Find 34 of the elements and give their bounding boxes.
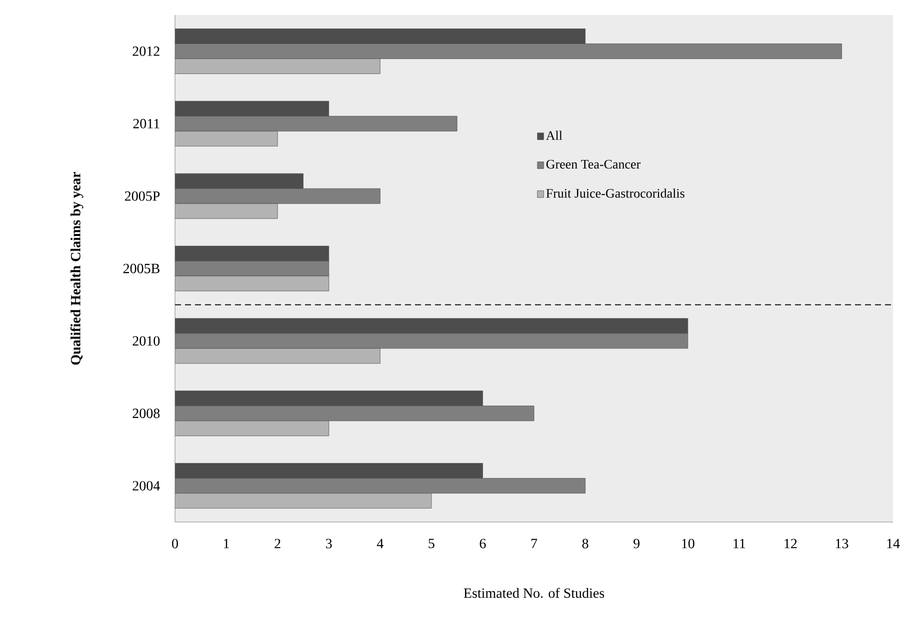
y-tick-label: 2010 bbox=[132, 336, 160, 346]
bar bbox=[175, 420, 330, 436]
x-tick-label: 0 bbox=[172, 538, 178, 548]
y-tick-label: 2005B bbox=[123, 264, 160, 274]
bar bbox=[175, 203, 278, 219]
x-tick-label: 6 bbox=[480, 538, 486, 548]
bar bbox=[175, 493, 432, 508]
bar bbox=[175, 130, 278, 146]
x-tick-label: 11 bbox=[734, 538, 746, 548]
x-tick-label: 10 bbox=[682, 538, 694, 548]
x-tick-label: 7 bbox=[531, 538, 538, 548]
y-axis-title: Qualified Health Claims by year bbox=[70, 172, 84, 365]
y-tick-label: 2004 bbox=[132, 481, 160, 491]
x-tick-label: 12 bbox=[784, 538, 797, 548]
bar bbox=[175, 348, 380, 364]
x-tick-label: 3 bbox=[326, 538, 332, 548]
y-tick-label: 2008 bbox=[132, 408, 160, 418]
x-tick-label: 9 bbox=[634, 538, 640, 548]
x-tick-label: 4 bbox=[376, 538, 384, 548]
y-tick-label: 2012 bbox=[132, 46, 160, 56]
x-tick-label: 8 bbox=[582, 538, 588, 548]
x-tick-label: 14 bbox=[887, 538, 900, 548]
y-tick-label: 2005P bbox=[124, 191, 160, 201]
x-tick-label: 2 bbox=[274, 538, 280, 548]
legend-label: Green Tea-Cancer bbox=[546, 160, 640, 169]
y-tick-label: 2011 bbox=[133, 118, 160, 128]
legend-label: Fruit Juice-Gastrocoridalis bbox=[546, 188, 684, 198]
x-tick-label: 5 bbox=[428, 538, 434, 548]
legend-label: All bbox=[546, 130, 562, 140]
x-axis-title: Estimated No. of Studies bbox=[464, 588, 604, 598]
x-tick-label: 1 bbox=[224, 538, 229, 548]
x-tick-label: 13 bbox=[836, 538, 848, 548]
bar bbox=[175, 58, 380, 74]
bar bbox=[175, 276, 330, 292]
